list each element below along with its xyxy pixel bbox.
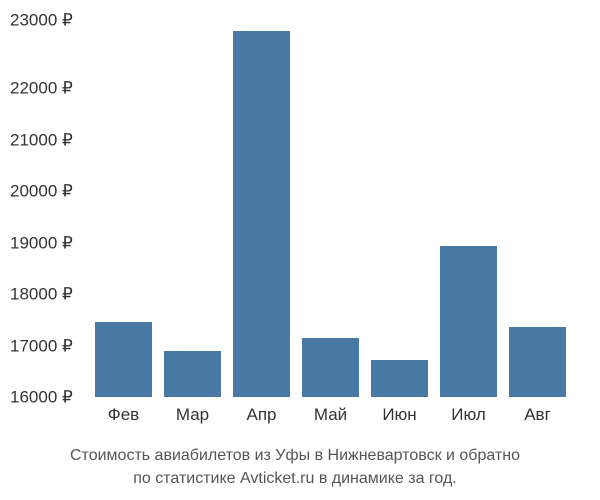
bar (371, 360, 428, 398)
y-tick: 18000 ₽ (10, 286, 73, 303)
bar-wrap (89, 20, 158, 397)
x-tick: Июл (434, 405, 503, 425)
y-tick: 16000 ₽ (10, 389, 73, 406)
bar (233, 31, 290, 397)
bar (164, 351, 221, 397)
x-tick: Июн (365, 405, 434, 425)
x-tick: Апр (227, 405, 296, 425)
bar-wrap (158, 20, 227, 397)
caption-line2: по статистике Avticket.ru в динамике за … (133, 470, 457, 487)
caption: Стоимость авиабилетов из Уфы в Нижневарт… (10, 445, 580, 490)
bar-wrap (296, 20, 365, 397)
bar-wrap (503, 20, 572, 397)
bar-wrap (365, 20, 434, 397)
caption-line1: Стоимость авиабилетов из Уфы в Нижневарт… (70, 447, 520, 464)
x-tick: Мар (158, 405, 227, 425)
bar (440, 246, 497, 397)
y-tick: 21000 ₽ (10, 131, 73, 148)
y-tick: 19000 ₽ (10, 234, 73, 251)
x-tick: Май (296, 405, 365, 425)
x-axis: ФевМарАпрМайИюнИюлАвг (10, 405, 580, 425)
bar-wrap (227, 20, 296, 397)
bar (509, 327, 566, 397)
bar (95, 322, 152, 397)
chart-area: 23000 ₽22000 ₽21000 ₽20000 ₽19000 ₽18000… (10, 20, 580, 397)
x-tick: Фев (89, 405, 158, 425)
y-tick: 22000 ₽ (10, 80, 73, 97)
x-tick: Авг (503, 405, 572, 425)
bar (302, 338, 359, 397)
y-tick: 20000 ₽ (10, 183, 73, 200)
plot-area (81, 20, 580, 397)
x-labels: ФевМарАпрМайИюнИюлАвг (81, 405, 580, 425)
bar-wrap (434, 20, 503, 397)
y-tick: 17000 ₽ (10, 337, 73, 354)
y-axis: 23000 ₽22000 ₽21000 ₽20000 ₽19000 ₽18000… (10, 20, 81, 397)
y-tick: 23000 ₽ (10, 12, 73, 29)
